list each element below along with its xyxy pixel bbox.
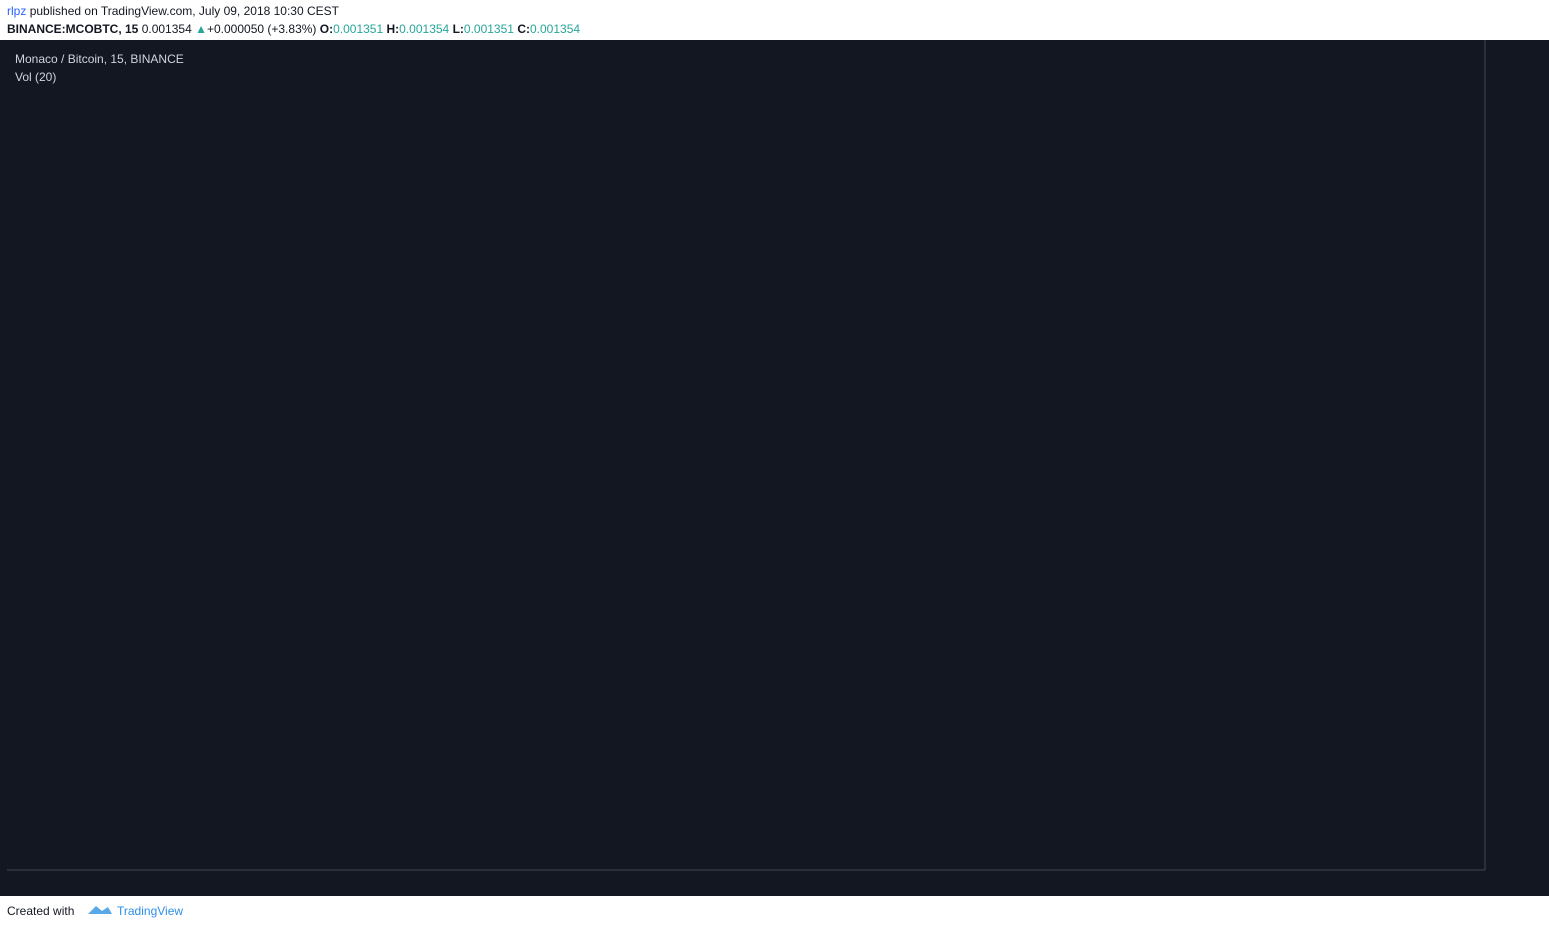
change: +0.000050 (+3.83%): [207, 22, 316, 36]
symbol: BINANCE:MCOBTC, 15: [7, 22, 139, 36]
o-label: O:: [320, 22, 333, 36]
up-arrow: ▲: [195, 22, 207, 36]
published: published on TradingView.com, July 09, 2…: [30, 4, 340, 18]
h: 0.001354: [399, 22, 449, 36]
chart-title: Monaco / Bitcoin, 15, BINANCE: [15, 52, 184, 66]
header-line-2: BINANCE:MCOBTC, 15 0.001354 ▲+0.000050 (…: [7, 22, 580, 36]
chart-bg: [0, 40, 1549, 896]
l: 0.001351: [464, 22, 514, 36]
footer-bg: [0, 896, 1549, 929]
chart-subtitle: Vol (20): [15, 70, 56, 84]
header-bg: [0, 0, 1549, 40]
footer-brand[interactable]: TradingView: [117, 904, 183, 918]
header-line-1: rlpz published on TradingView.com, July …: [7, 4, 340, 18]
c-label: C:: [517, 22, 530, 36]
h-label: H:: [387, 22, 400, 36]
footer-created: Created with: [7, 904, 74, 918]
c: 0.001354: [530, 22, 580, 36]
author: rlpz: [7, 4, 26, 18]
last: 0.001354: [142, 22, 192, 36]
l-label: L:: [453, 22, 464, 36]
o: 0.001351: [333, 22, 383, 36]
tv-logo: [88, 906, 112, 914]
